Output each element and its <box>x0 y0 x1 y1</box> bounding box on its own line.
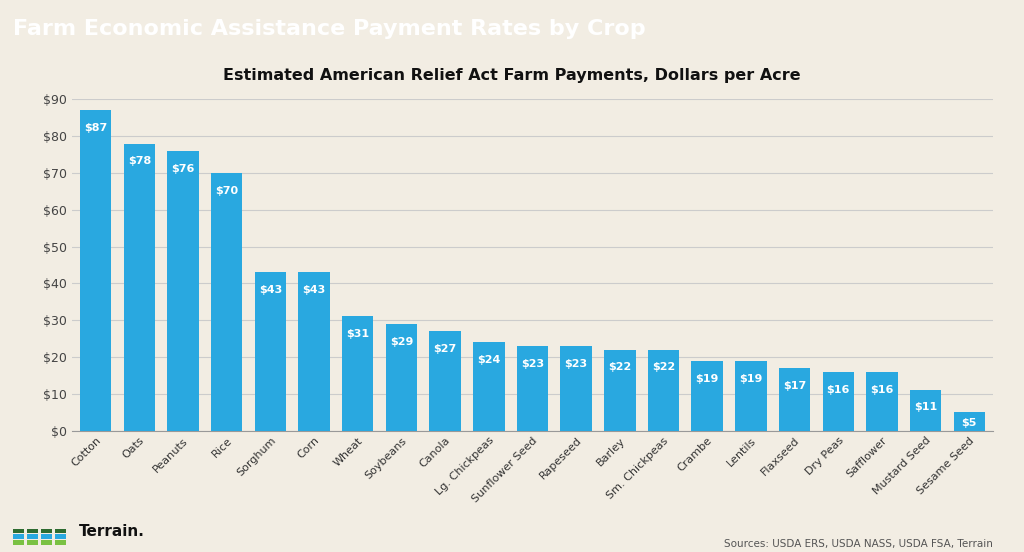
Text: $16: $16 <box>870 385 894 395</box>
Bar <box>517 346 548 431</box>
Bar <box>735 360 767 431</box>
Text: $78: $78 <box>128 156 151 166</box>
Text: $29: $29 <box>390 337 413 347</box>
Bar <box>386 324 417 431</box>
Text: Sources: USDA ERS, USDA NASS, USDA FSA, Terrain: Sources: USDA ERS, USDA NASS, USDA FSA, … <box>724 539 993 549</box>
FancyBboxPatch shape <box>12 540 24 544</box>
Bar <box>167 151 199 431</box>
FancyBboxPatch shape <box>41 540 52 544</box>
Bar <box>124 144 155 431</box>
Text: $24: $24 <box>477 355 501 365</box>
Text: $5: $5 <box>962 418 977 428</box>
Bar <box>910 390 941 431</box>
FancyBboxPatch shape <box>27 534 38 539</box>
Bar <box>255 272 286 431</box>
FancyBboxPatch shape <box>27 529 38 533</box>
Text: $19: $19 <box>695 374 719 384</box>
Bar <box>211 173 243 431</box>
Text: $16: $16 <box>826 385 850 395</box>
Text: $11: $11 <box>914 402 937 412</box>
Bar <box>691 360 723 431</box>
Text: Farm Economic Assistance Payment Rates by Crop: Farm Economic Assistance Payment Rates b… <box>13 19 646 39</box>
Text: $22: $22 <box>652 363 675 373</box>
Text: $87: $87 <box>84 123 108 133</box>
FancyBboxPatch shape <box>55 529 67 533</box>
Bar <box>822 371 854 431</box>
Text: $70: $70 <box>215 186 239 196</box>
FancyBboxPatch shape <box>41 529 52 533</box>
Text: Estimated American Relief Act Farm Payments, Dollars per Acre: Estimated American Relief Act Farm Payme… <box>223 68 801 83</box>
FancyBboxPatch shape <box>55 540 67 544</box>
Text: Terrain.: Terrain. <box>79 524 145 539</box>
Text: $19: $19 <box>739 374 763 384</box>
FancyBboxPatch shape <box>55 534 67 539</box>
Bar <box>342 316 374 431</box>
Bar <box>953 412 985 431</box>
Bar <box>429 331 461 431</box>
Bar <box>866 371 898 431</box>
FancyBboxPatch shape <box>12 529 24 533</box>
Bar <box>473 342 505 431</box>
Text: $23: $23 <box>521 359 544 369</box>
Text: $27: $27 <box>433 344 457 354</box>
Text: $76: $76 <box>171 164 195 174</box>
Bar <box>560 346 592 431</box>
Text: $22: $22 <box>608 363 632 373</box>
Text: $17: $17 <box>783 381 806 391</box>
Bar <box>298 272 330 431</box>
Bar <box>648 349 679 431</box>
Text: $23: $23 <box>564 359 588 369</box>
Text: $43: $43 <box>302 285 326 295</box>
Bar <box>604 349 636 431</box>
FancyBboxPatch shape <box>12 534 24 539</box>
Bar <box>779 368 810 431</box>
Text: $43: $43 <box>259 285 282 295</box>
Bar <box>80 110 112 431</box>
FancyBboxPatch shape <box>27 540 38 544</box>
FancyBboxPatch shape <box>41 534 52 539</box>
Text: $31: $31 <box>346 330 370 339</box>
